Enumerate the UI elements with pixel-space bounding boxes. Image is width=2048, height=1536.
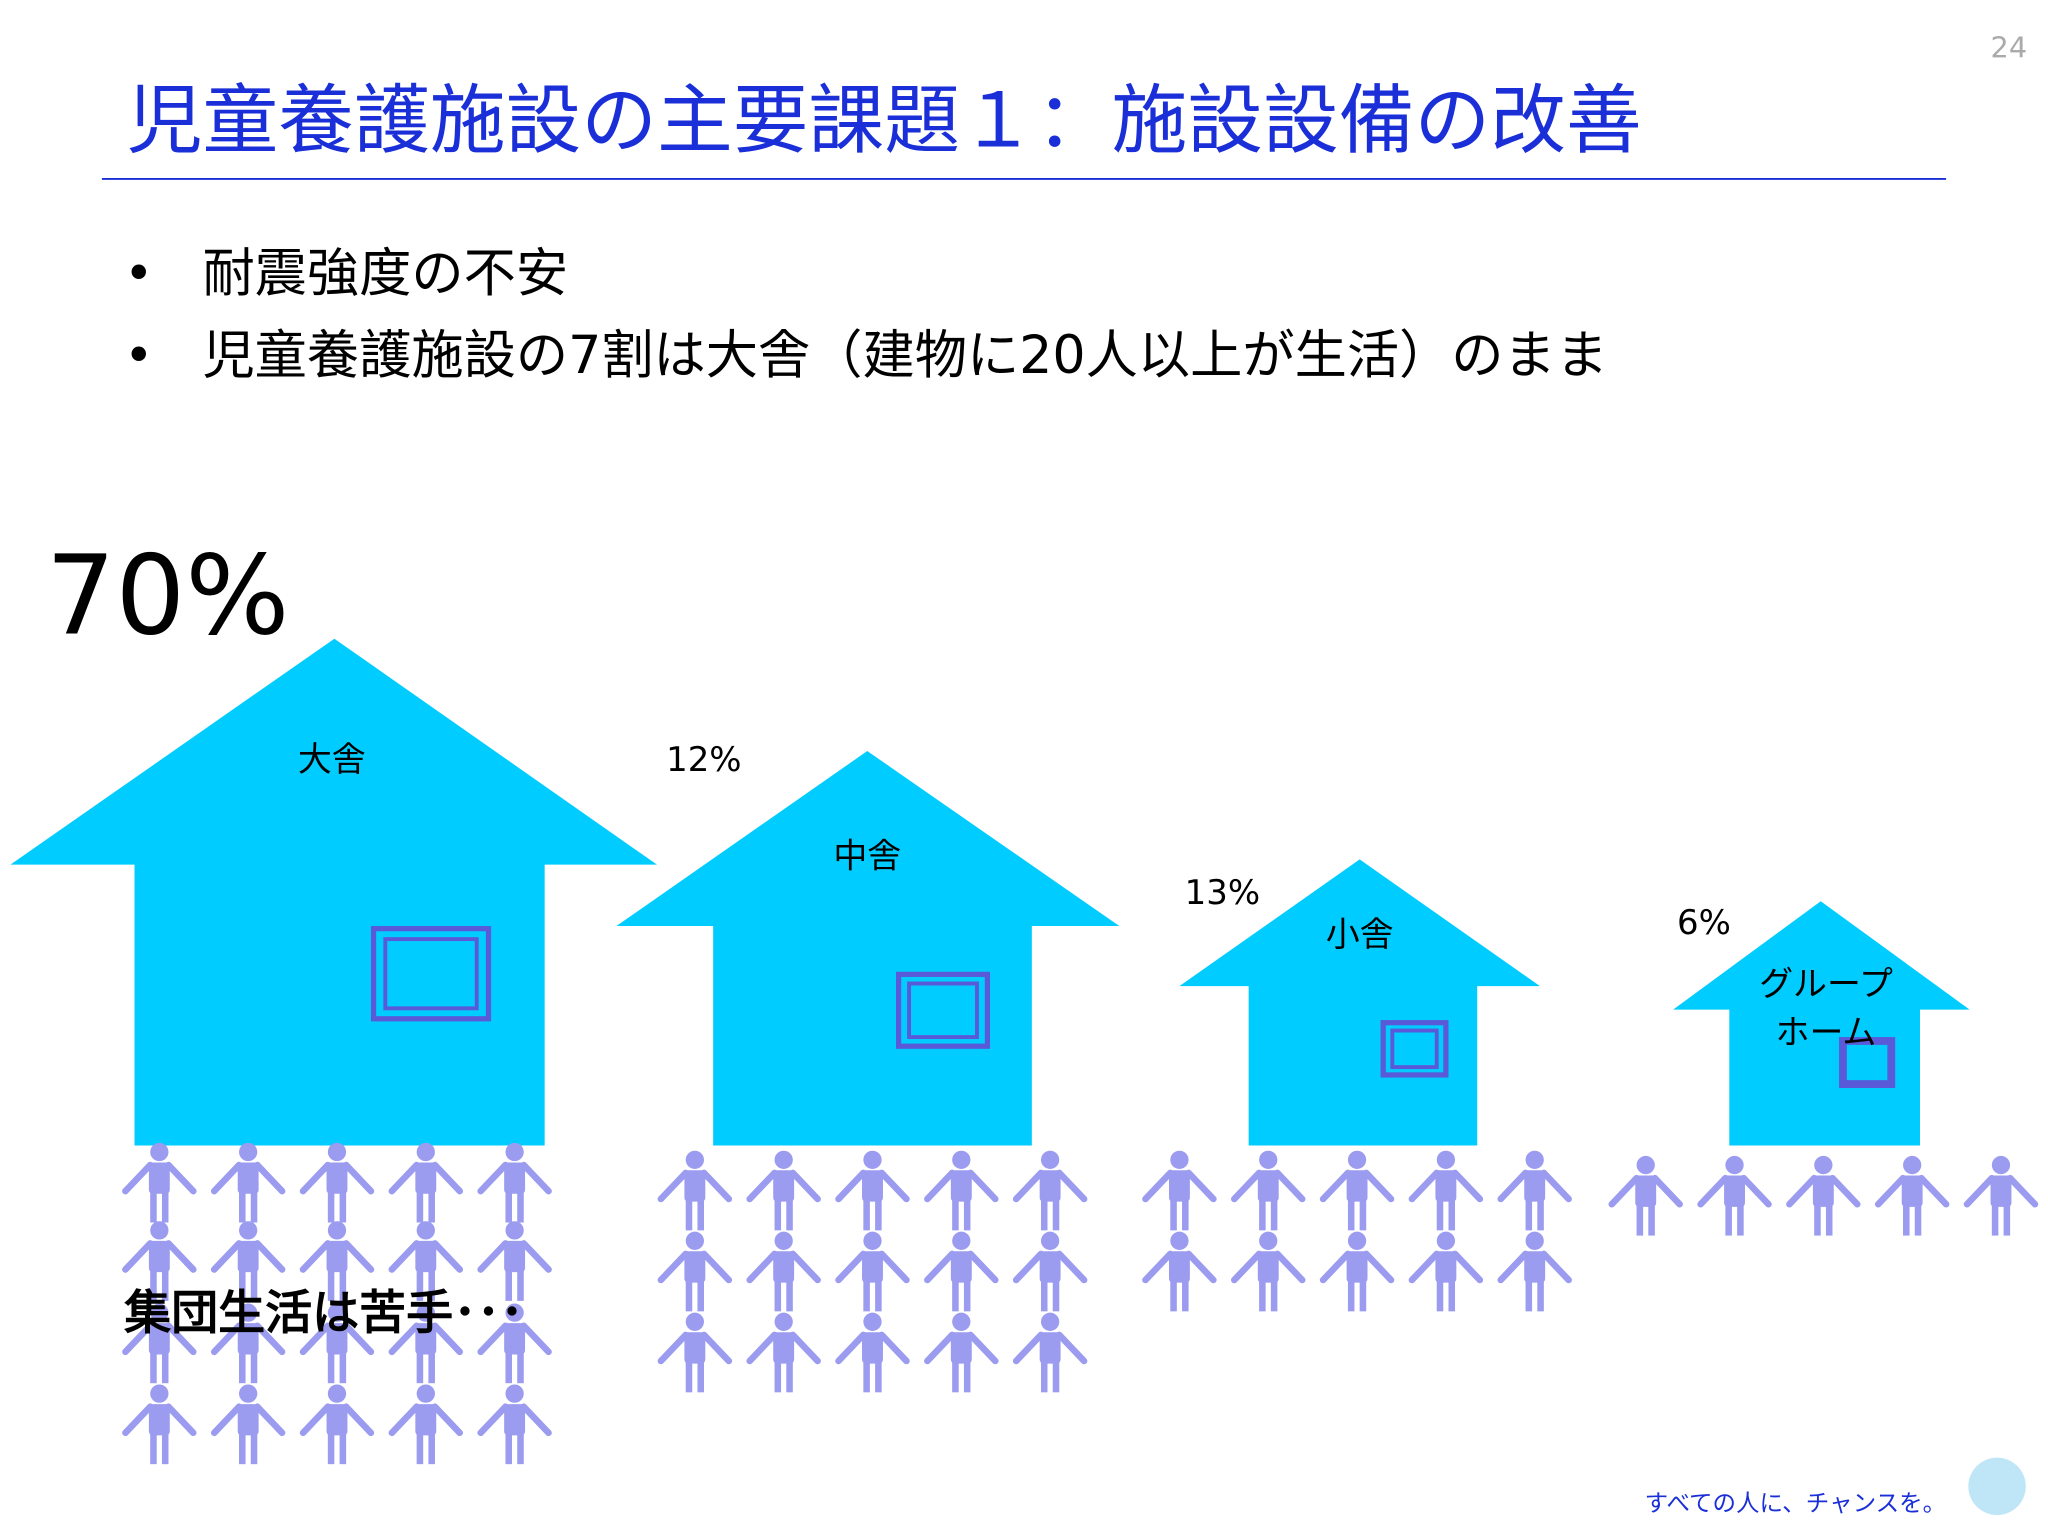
person-icon [1016,1232,1084,1312]
person-icon [661,1151,729,1231]
person-icon [481,1143,549,1223]
window [1380,1020,1449,1078]
house [1179,859,1540,1146]
person-icon [1967,1156,2035,1236]
house [1673,901,1970,1146]
house-label: 大舎 [298,740,366,780]
person-icon [750,1232,818,1312]
share-label: 6% [1677,903,1731,943]
person-icon [1878,1156,1946,1236]
slide-title: 児童養護施設の主要課題１：施設設備の改善 [127,76,1642,164]
person-icon [839,1313,907,1393]
window [370,926,492,1022]
footer: すべての人に、チャンスを。 [1645,1489,1947,1517]
house-label: グループ [1759,965,1893,1005]
bullet: 耐震強度の不安 [202,244,568,304]
person-icon [1612,1156,1680,1236]
logo [1968,1457,2026,1516]
house [616,751,1120,1146]
person-icon [1701,1156,1769,1236]
page-number: 24 [1991,31,2028,65]
window [1839,1037,1896,1088]
window [895,971,991,1049]
windows [370,926,1896,1088]
person-icon [927,1313,995,1393]
person-icon [1145,1232,1213,1312]
person-icon [392,1143,460,1223]
person-icon [1412,1232,1480,1312]
window [1390,1028,1439,1070]
person-icon [392,1384,460,1464]
person-icon [1016,1151,1084,1231]
bullet-dot: • [124,327,153,385]
person-icon [1016,1313,1084,1393]
person-icon [214,1143,282,1223]
person-icon [303,1143,371,1223]
caption: 集団生活は苦手･･･ [123,1286,524,1341]
person-icon [1501,1232,1569,1312]
person-icon [125,1143,193,1223]
person-icon [1501,1151,1569,1231]
person-icon [661,1232,729,1312]
person-icon [750,1313,818,1393]
window [383,937,479,1011]
house [10,638,657,1146]
share-label: 12% [666,740,741,780]
person-icon [1234,1232,1302,1312]
share-label: 70% [46,532,290,660]
window [907,981,979,1040]
person-icon [839,1151,907,1231]
person-icon [1412,1151,1480,1231]
house-label: 小舎 [1326,915,1394,955]
person-icon [303,1384,371,1464]
house-label: ホーム [1776,1013,1877,1053]
bullet: 児童養護施設の7割は大舎（建物に20人以上が生活）のまま [202,326,1608,386]
person-icon [750,1151,818,1231]
houses [10,638,1970,1146]
person-icon [125,1384,193,1464]
person-icon [1145,1151,1213,1231]
person-icon [1234,1151,1302,1231]
person-icon [661,1313,729,1393]
person-icon [481,1384,549,1464]
person-icon [214,1384,282,1464]
house-label: 中舎 [833,837,901,877]
person-icon [927,1151,995,1231]
person-icon [1323,1232,1391,1312]
bullet-dot: • [124,244,153,302]
person-icon [839,1232,907,1312]
person-icon [1789,1156,1857,1236]
person-icon [927,1232,995,1312]
person-icon [1323,1151,1391,1231]
share-label: 13% [1185,873,1260,913]
